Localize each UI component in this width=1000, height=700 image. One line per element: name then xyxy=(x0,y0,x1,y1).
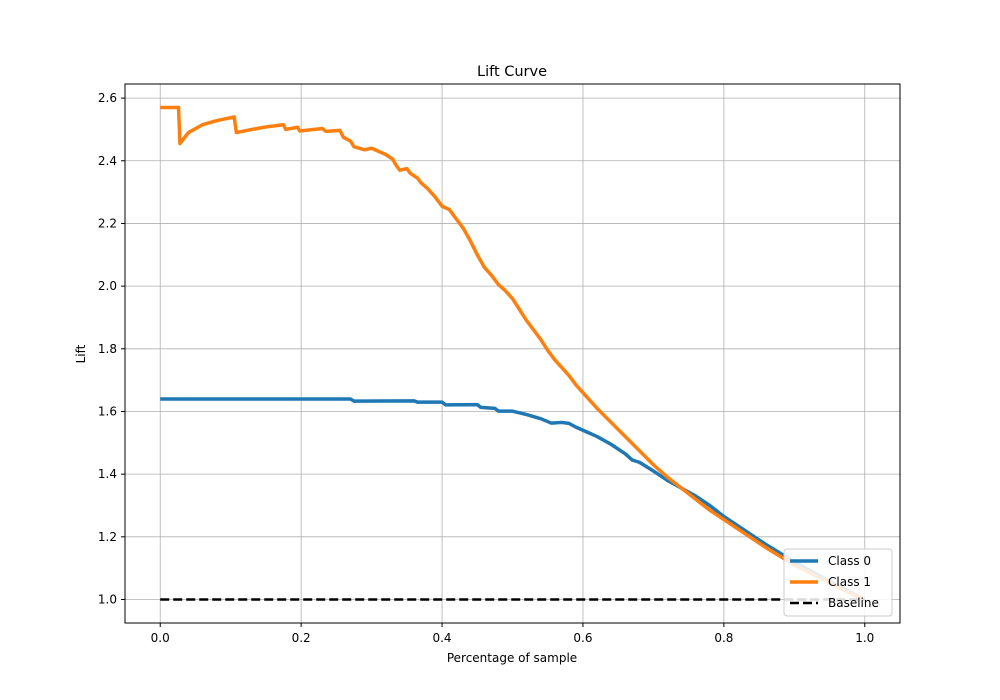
y-tick-label: 2.6 xyxy=(98,91,117,105)
legend-label: Baseline xyxy=(828,596,879,610)
y-tick-label: 1.8 xyxy=(98,342,117,356)
x-tick-label: 0.2 xyxy=(292,631,311,645)
y-tick-label: 2.2 xyxy=(98,216,117,230)
legend-label: Class 1 xyxy=(828,575,871,589)
chart-title: Lift Curve xyxy=(477,64,547,80)
y-tick-label: 1.0 xyxy=(98,592,117,606)
y-tick-label: 1.2 xyxy=(98,530,117,544)
x-tick-label: 1.0 xyxy=(855,631,874,645)
x-tick-label: 0.0 xyxy=(151,631,170,645)
x-tick-label: 0.8 xyxy=(714,631,733,645)
series-line-class-0 xyxy=(160,397,866,602)
x-tick-label: 0.6 xyxy=(573,631,592,645)
y-tick-label: 1.4 xyxy=(98,467,117,481)
x-tick-label: 0.4 xyxy=(432,631,451,645)
x-axis-title: Percentage of sample xyxy=(447,651,577,665)
legend-label: Class 0 xyxy=(828,554,871,568)
y-tick-label: 2.0 xyxy=(98,279,117,293)
series-line-class-1 xyxy=(160,105,866,602)
y-axis-title: Lift xyxy=(74,344,88,363)
legend-box xyxy=(783,548,893,617)
grid xyxy=(125,84,900,623)
plot-series xyxy=(160,105,866,602)
legend: Class 0 Class 1 Baseline xyxy=(783,548,893,617)
y-tick-label: 2.4 xyxy=(98,154,117,168)
plot-frame xyxy=(124,83,901,624)
y-tick-label: 1.6 xyxy=(98,404,117,418)
axes: 0.0 0.2 0.4 0.6 0.8 1.0 1.0 1.2 1.4 1.6 1.8 2.0 2.2 2… xyxy=(98,83,901,645)
